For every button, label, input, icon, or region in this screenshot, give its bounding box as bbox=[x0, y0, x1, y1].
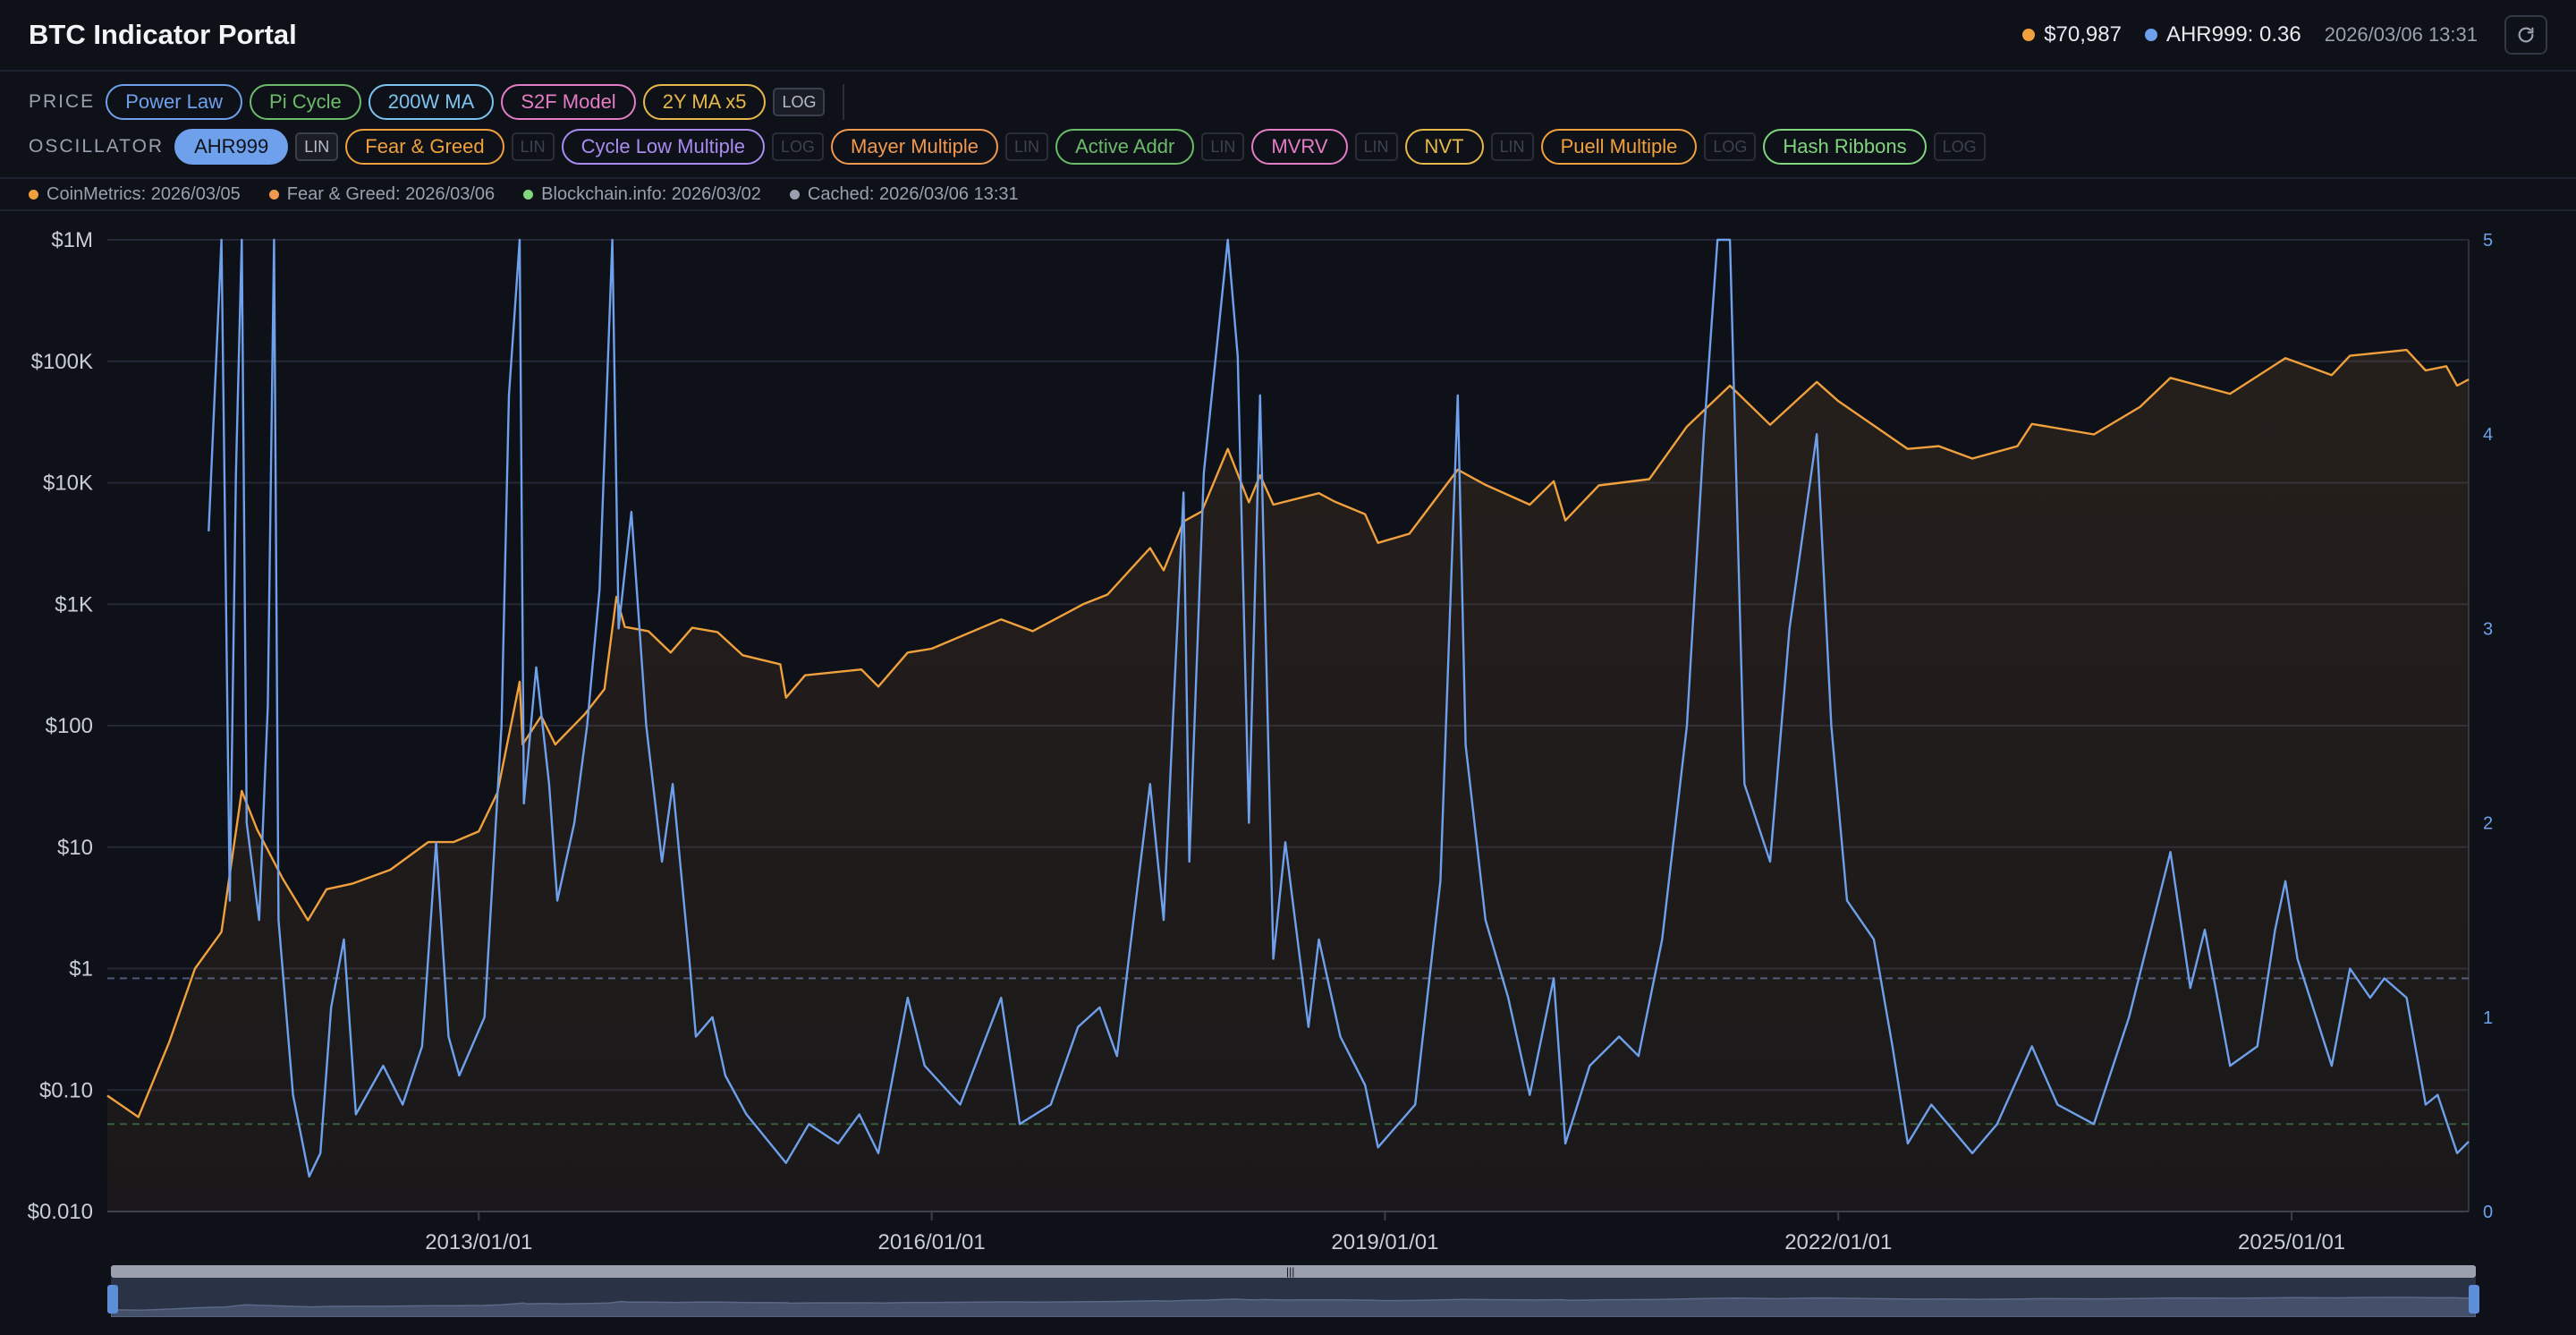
left-axis-tick-label: $0.010 bbox=[28, 1200, 93, 1224]
source-item: CoinMetrics: 2026/03/05 bbox=[29, 184, 241, 205]
x-axis-tick-label: 2013/01/01 bbox=[425, 1230, 532, 1254]
app-title: BTC Indicator Portal bbox=[29, 19, 297, 50]
oscillator-chip-puell-multiple[interactable]: Puell Multiple bbox=[1540, 129, 1698, 165]
price-chip-group: Power Law Pi Cycle 200W MA S2F Model 2Y MA x… bbox=[106, 84, 773, 120]
header-status: $70,987 AHR999: 0.36 2026/03/06 13:31 bbox=[1999, 15, 2547, 55]
right-axis-tick-label: 1 bbox=[2483, 1008, 2493, 1028]
price-indicator-row: PRICE Power Law Pi Cycle 200W MA S2F Model 2… bbox=[0, 81, 2576, 123]
right-axis-tick-label: 0 bbox=[2483, 1203, 2493, 1222]
price-scale-toggle[interactable]: LOG bbox=[773, 88, 826, 116]
left-axis-tick-label: $100 bbox=[46, 714, 93, 738]
source-item: Fear & Greed: 2026/03/06 bbox=[268, 183, 496, 205]
price-chip-power-law[interactable]: Power Law bbox=[106, 84, 243, 120]
range-slider-window[interactable] bbox=[110, 1278, 2477, 1318]
source-dot-icon bbox=[268, 189, 279, 200]
ahr999-line bbox=[208, 238, 2470, 1178]
right-axis-tick-label: 4 bbox=[2483, 425, 2493, 445]
price-line bbox=[106, 348, 2470, 1118]
last-updated: 2026/03/06 13:31 bbox=[2324, 23, 2478, 46]
scale-toggle[interactable]: LIN bbox=[1201, 132, 1245, 161]
x-axis: 2013/01/01 2016/01/01 2019/01/01 2022/01/01… bbox=[425, 1212, 2345, 1254]
range-slider[interactable]: ||| bbox=[107, 1265, 2479, 1319]
oscillator-chip-fear-greed[interactable]: Fear & Greed bbox=[345, 129, 504, 165]
price-chip-2y-ma-x5[interactable]: 2Y MA x5 bbox=[642, 84, 767, 120]
oscillator-row-label: OSCILLATOR bbox=[29, 136, 165, 157]
scale-toggle[interactable]: LIN bbox=[1005, 132, 1049, 161]
range-grip-icon[interactable]: ||| bbox=[1286, 1265, 1295, 1278]
scale-toggle[interactable]: LIN bbox=[511, 132, 555, 161]
range-preview bbox=[110, 1297, 2477, 1318]
oscillator-indicator-row: OSCILLATOR AHR999 LIN Fear & Greed LIN Cycle… bbox=[0, 125, 2576, 168]
scale-toggle[interactable]: LOG bbox=[1933, 132, 1986, 161]
price-value: $70,987 bbox=[2044, 22, 2122, 47]
oscillator-chip-nvt[interactable]: NVT bbox=[1404, 129, 1484, 165]
data-sources-bar: CoinMetrics: 2026/03/05 Fear & Greed: 202… bbox=[0, 177, 2576, 211]
source-label: Fear & Greed: 2026/03/06 bbox=[286, 183, 496, 204]
left-axis-tick-label: $1 bbox=[69, 957, 93, 982]
price-oscillator-chart[interactable]: $0.010 $0.10 $1 $10 $100 $1K $10K $100K $1M 0 1 2 3… bbox=[0, 213, 2576, 1262]
oscillator-value: AHR999: 0.36 bbox=[2165, 22, 2301, 47]
source-dot-icon bbox=[789, 189, 800, 200]
source-item: Blockchain.info: 2026/03/02 bbox=[523, 184, 761, 205]
oscillator-chip-cycle-low-multiple[interactable]: Cycle Low Multiple bbox=[561, 129, 765, 165]
refresh-button[interactable] bbox=[2504, 15, 2547, 55]
oscillator-readout: AHR999: 0.36 bbox=[2144, 22, 2301, 47]
left-axis-tick-label: $1K bbox=[55, 592, 93, 616]
source-item: Cached: 2026/03/06 13:31 bbox=[789, 183, 1019, 205]
range-preview-area bbox=[110, 1297, 2477, 1318]
price-area bbox=[107, 350, 2469, 1212]
price-chip-s2f-model[interactable]: S2F Model bbox=[501, 84, 636, 120]
x-axis-tick-label: 2022/01/01 bbox=[1784, 1230, 1892, 1254]
oscillator-chip-mvrv[interactable]: MVRV bbox=[1251, 129, 1348, 165]
scale-toggle[interactable]: LIN bbox=[295, 132, 339, 161]
oscillator-chip-ahr999[interactable]: AHR999 bbox=[174, 129, 289, 165]
source-label: Cached: 2026/03/06 13:31 bbox=[807, 183, 1019, 204]
x-axis-tick-label: 2019/01/01 bbox=[1331, 1230, 1438, 1254]
left-axis-tick-label: $0.10 bbox=[39, 1078, 93, 1102]
x-axis-tick-label: 2016/01/01 bbox=[878, 1230, 986, 1254]
scale-toggle[interactable]: LOG bbox=[771, 132, 824, 161]
source-dot-icon bbox=[523, 189, 534, 200]
left-axis-tick-label: $100K bbox=[31, 350, 93, 374]
range-handle-right[interactable] bbox=[2469, 1285, 2479, 1314]
price-dot-icon bbox=[2022, 29, 2036, 41]
row-divider bbox=[843, 84, 845, 120]
oscillator-chip-hash-ribbons[interactable]: Hash Ribbons bbox=[1763, 129, 1927, 165]
source-label: Blockchain.info: 2026/03/02 bbox=[541, 183, 761, 204]
price-chip-pi-cycle[interactable]: Pi Cycle bbox=[250, 84, 361, 120]
range-slider-track[interactable] bbox=[111, 1265, 2476, 1278]
price-row-label: PRICE bbox=[29, 91, 96, 112]
right-axis: 0 1 2 3 4 5 bbox=[2483, 231, 2493, 1222]
right-axis-tick-label: 3 bbox=[2483, 619, 2493, 639]
price-chip-200w-ma[interactable]: 200W MA bbox=[368, 84, 495, 120]
left-axis-tick-label: $10 bbox=[57, 836, 93, 860]
source-dot-icon bbox=[29, 189, 38, 200]
oscillator-chip-mayer-multiple[interactable]: Mayer Multiple bbox=[831, 129, 999, 165]
oscillator-chip-group: AHR999 LIN Fear & Greed LIN Cycle Low Multip… bbox=[174, 129, 1993, 165]
app-header: BTC Indicator Portal $70,987 AHR999: 0.3… bbox=[0, 0, 2576, 72]
refresh-icon bbox=[2518, 27, 2534, 43]
price-readout: $70,987 bbox=[2022, 22, 2122, 47]
scale-toggle[interactable]: LOG bbox=[1704, 132, 1757, 161]
scale-toggle[interactable]: LIN bbox=[1354, 132, 1398, 161]
source-label: CoinMetrics: 2026/03/05 bbox=[47, 183, 241, 204]
range-handle-left[interactable] bbox=[107, 1285, 118, 1314]
left-axis: $0.010 $0.10 $1 $10 $100 $1K $10K $100K $1M bbox=[28, 228, 93, 1224]
left-axis-tick-label: $1M bbox=[51, 228, 93, 252]
oscillator-dot-icon bbox=[2144, 29, 2157, 41]
right-axis-tick-label: 5 bbox=[2483, 231, 2493, 251]
right-axis-tick-label: 2 bbox=[2483, 814, 2493, 834]
oscillator-chip-active-addr[interactable]: Active Addr bbox=[1055, 129, 1195, 165]
scale-toggle[interactable]: LIN bbox=[1490, 132, 1534, 161]
x-axis-tick-label: 2025/01/01 bbox=[2238, 1230, 2345, 1254]
left-axis-tick-label: $10K bbox=[43, 472, 93, 496]
